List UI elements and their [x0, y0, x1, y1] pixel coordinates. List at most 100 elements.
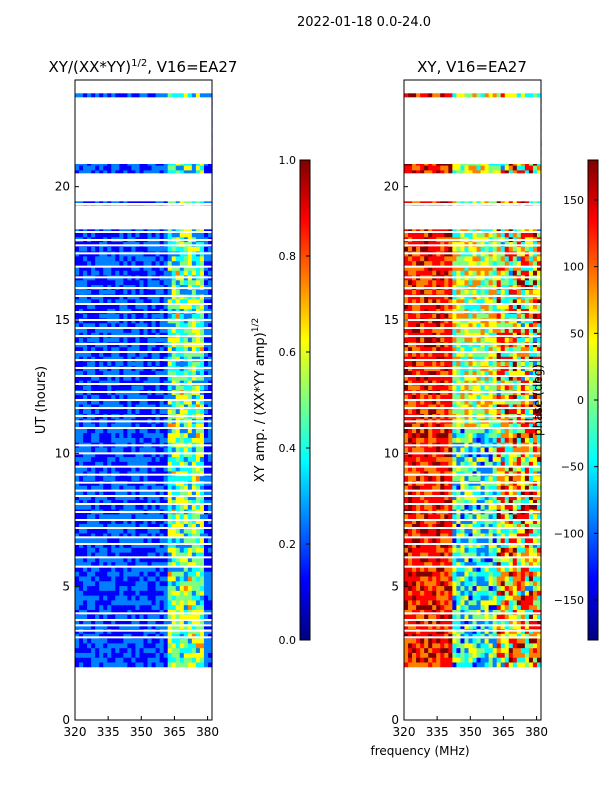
- heatmap-cell: [203, 489, 209, 496]
- heatmap-cell: [167, 475, 173, 481]
- heatmap-cell: [155, 504, 161, 510]
- heatmap-cell: [91, 609, 96, 615]
- heatmap-cell: [175, 499, 181, 505]
- heatmap-cell: [79, 351, 84, 357]
- heatmap-cell: [436, 590, 441, 596]
- heatmap-cell: [179, 446, 185, 453]
- heatmap-cell: [111, 394, 116, 400]
- heatmap-cell: [207, 513, 213, 520]
- heatmap-cell: [147, 585, 153, 591]
- heatmap-cell: [460, 566, 466, 572]
- heatmap-cell: [468, 618, 474, 625]
- heatmap-cell: [448, 566, 453, 572]
- heatmap-cell: [99, 547, 104, 553]
- heatmap-cell: [163, 380, 169, 386]
- heatmap-cell: [75, 399, 80, 405]
- heatmap-cell: [199, 260, 205, 266]
- heatmap-cell: [111, 327, 116, 333]
- gap-line: [75, 420, 212, 423]
- heatmap-cell: [183, 370, 189, 376]
- heatmap-cell: [79, 585, 84, 591]
- heatmap-cell: [179, 246, 185, 252]
- heatmap-cell: [139, 499, 145, 505]
- heatmap-cell: [111, 289, 116, 295]
- heatmap-cell: [159, 566, 165, 572]
- heatmap-cell: [203, 298, 209, 305]
- heatmap-cell: [183, 614, 189, 620]
- heatmap-cell: [107, 609, 112, 615]
- heatmap-cell: [171, 265, 177, 271]
- heatmap-cell: [448, 638, 453, 644]
- heatmap-cell: [191, 93, 197, 99]
- heatmap-cell: [107, 547, 112, 553]
- heatmap-cell: [195, 566, 201, 572]
- heatmap-cell: [167, 227, 173, 233]
- heatmap-cell: [167, 461, 173, 467]
- heatmap-cell: [203, 332, 209, 338]
- heatmap-cell: [123, 456, 128, 462]
- heatmap-cell: [91, 585, 96, 591]
- heatmap-cell: [143, 499, 149, 505]
- heatmap-cell: [456, 657, 462, 663]
- heatmap-cell: [524, 638, 530, 644]
- heatmap-cell: [508, 571, 514, 577]
- heatmap-cell: [440, 657, 445, 663]
- heatmap-cell: [183, 303, 189, 309]
- heatmap-cell: [516, 590, 522, 596]
- heatmap-cell: [179, 265, 185, 271]
- heatmap-cell: [147, 614, 153, 620]
- heatmap-cell: [512, 614, 518, 620]
- heatmap-cell: [203, 609, 209, 615]
- heatmap-cell: [99, 528, 104, 534]
- heatmap-cell: [408, 580, 413, 587]
- heatmap-cell: [203, 585, 209, 591]
- heatmap-cell: [111, 313, 116, 319]
- heatmap-cell: [155, 585, 161, 591]
- heatmap-cell: [488, 566, 494, 572]
- heatmap-cell: [163, 485, 169, 491]
- heatmap-cell: [432, 571, 437, 577]
- heatmap-cell: [424, 585, 429, 591]
- heatmap-cell: [155, 470, 161, 477]
- heatmap-cell: [79, 446, 84, 453]
- heatmap-cell: [444, 604, 449, 610]
- heatmap-cell: [139, 423, 145, 429]
- amplitude-panel-title: XY/(XX*YY)1/2, V16=EA27: [49, 58, 238, 76]
- heatmap-cell: [131, 165, 137, 171]
- heatmap-cell: [199, 661, 205, 668]
- heatmap-cell: [111, 547, 116, 553]
- heatmap-cell: [191, 370, 197, 376]
- heatmap-cell: [187, 456, 193, 462]
- heatmap-cell: [480, 552, 486, 558]
- heatmap-cell: [512, 609, 518, 615]
- heatmap-cell: [139, 466, 145, 472]
- heatmap-cell: [516, 561, 522, 567]
- heatmap-cell: [143, 370, 149, 376]
- heatmap-cell: [203, 446, 209, 453]
- heatmap-cell: [432, 609, 437, 615]
- heatmap-cell: [143, 623, 149, 630]
- heatmap-cell: [452, 561, 457, 567]
- heatmap-cell: [203, 408, 209, 415]
- heatmap-cell: [99, 265, 104, 271]
- heatmap-cell: [528, 623, 534, 630]
- heatmap-cell: [139, 575, 145, 582]
- heatmap-cell: [103, 499, 108, 505]
- heatmap-cell: [127, 638, 133, 644]
- heatmap-cell: [91, 499, 96, 505]
- heatmap-cell: [143, 633, 149, 639]
- heatmap-cell: [444, 661, 449, 668]
- heatmap-cell: [131, 504, 137, 510]
- heatmap-cell: [83, 260, 88, 266]
- heatmap-cell: [175, 652, 181, 658]
- heatmap-cell: [464, 609, 470, 615]
- heatmap-cell: [135, 265, 141, 271]
- heatmap-cell: [83, 408, 88, 415]
- heatmap-cell: [432, 633, 437, 639]
- heatmap-cell: [191, 446, 197, 453]
- heatmap-cell: [436, 614, 441, 620]
- heatmap-cell: [111, 470, 116, 477]
- heatmap-cell: [452, 661, 457, 668]
- heatmap-cell: [492, 571, 498, 577]
- heatmap-cell: [143, 427, 149, 434]
